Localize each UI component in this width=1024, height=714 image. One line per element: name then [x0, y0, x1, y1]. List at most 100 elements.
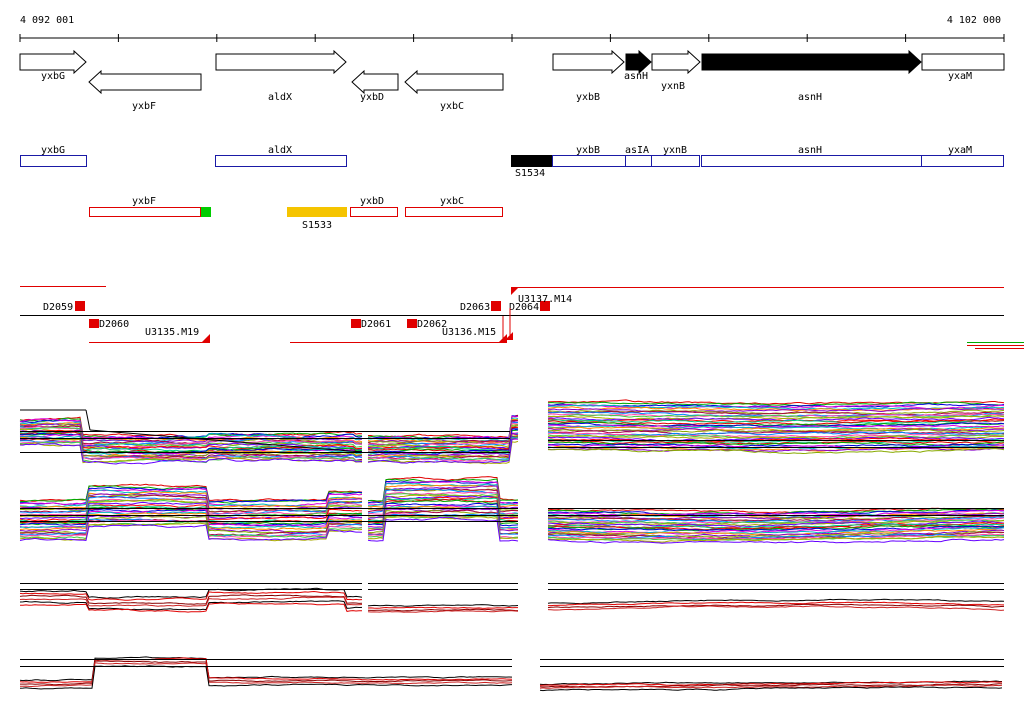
gene-asIA[interactable]: asnH [624, 49, 652, 82]
blue-box-label: asnH [798, 145, 822, 156]
profile-line [547, 414, 1005, 419]
tile-D2063[interactable]: D2063 [460, 301, 501, 313]
gene-label: asnH [624, 71, 648, 82]
profile-line [367, 509, 519, 535]
profile-line [368, 414, 519, 439]
profile-line [367, 438, 519, 464]
blue-box-label: yxaM [948, 145, 972, 156]
gene-yxaM[interactable]: yxaM [921, 53, 1005, 82]
gene-label: yxbB [576, 92, 600, 103]
profile-line [547, 430, 1005, 436]
profile-line [367, 516, 519, 542]
blue-annotation-track[interactable]: yxbG aldX S1534 yxbB asIA yxnB asnH yxa [20, 145, 1004, 179]
gene-yxnB[interactable]: yxnB [651, 49, 701, 92]
red-annotation-track[interactable]: yxbF S1533 yxbD yxbC [89, 196, 503, 231]
tile-D2062[interactable]: D2062 [407, 319, 447, 330]
red-box-yxbF[interactable]: yxbF [89, 196, 212, 217]
blue-box-aldX[interactable]: aldX [215, 145, 347, 167]
profile-line [85, 409, 91, 431]
blue-box-yxbG[interactable]: yxbG [20, 145, 87, 167]
transcript-U3136-M15[interactable]: U3136.M15 [290, 308, 513, 343]
tile-D2064[interactable]: D2064 [509, 301, 550, 313]
profile-line [19, 594, 363, 605]
profile-panel-1b [367, 414, 519, 465]
gene-aldX[interactable]: aldX [215, 49, 347, 103]
profile-line [367, 493, 519, 517]
profile-line [548, 516, 1005, 524]
black-feature-label: S1534 [515, 168, 545, 179]
profile-line [539, 686, 1003, 692]
profile-line [547, 422, 1005, 427]
gene-yxbB[interactable]: yxbB [552, 49, 625, 103]
gene-track[interactable]: yxbG yxbF aldX yxbD yxbC yxbB asnH yxnB [19, 49, 1005, 112]
profile-line [547, 407, 1005, 413]
tile-label: D2064 [509, 302, 539, 313]
profile-panel-1a [19, 416, 363, 465]
profile-line [367, 508, 518, 532]
gene-asnH[interactable]: asnH [701, 49, 922, 103]
transcript-label: U3137.M14 [518, 294, 572, 305]
blue-box-asnH[interactable]: asnH [701, 145, 922, 167]
gene-yxbD[interactable]: yxbD [351, 69, 399, 103]
profile-line [547, 413, 1005, 418]
profile-line [19, 426, 363, 448]
red-box-yxbC[interactable]: yxbC [405, 196, 503, 217]
yellow-feature-S1533[interactable]: S1533 [287, 207, 347, 231]
gene-label: yxaM [948, 71, 972, 82]
profile-line [367, 426, 519, 450]
profile-line [367, 487, 519, 513]
gene-yxbF[interactable]: yxbF [88, 69, 202, 112]
profile-panel-4a [19, 656, 513, 690]
tile-label: D2063 [460, 302, 490, 313]
profile-line [367, 435, 519, 461]
profile-line [367, 494, 518, 519]
profile-panel-1c [547, 399, 1005, 455]
blue-box-yxbB[interactable]: yxbB [552, 145, 626, 167]
profile-panel-3a [19, 587, 363, 613]
tile-D2059[interactable]: D2059 [43, 301, 85, 313]
profile-panel-2a [19, 483, 363, 542]
profile-line [19, 437, 362, 458]
profile-line [367, 498, 519, 524]
profile-line [367, 502, 519, 527]
profile-line [19, 519, 363, 538]
profile-line [367, 604, 519, 607]
profile-line [547, 525, 1005, 532]
profile-line [547, 418, 1005, 423]
profile-line [547, 603, 1005, 609]
tile-D2061[interactable]: D2061 [351, 319, 391, 330]
profile-line [19, 512, 363, 531]
profile-line [367, 419, 519, 445]
gene-label: yxbC [440, 101, 464, 112]
profile-panel-3c [547, 598, 1005, 611]
gene-yxbC[interactable]: yxbC [404, 69, 504, 112]
ruler-ticks [19, 34, 1005, 42]
profile-line [19, 511, 363, 530]
profile-line [19, 485, 363, 504]
tile-D2060[interactable]: D2060 [89, 319, 129, 330]
black-feature-S1534[interactable]: S1534 [511, 155, 552, 179]
blue-box-asIA[interactable]: asIA [625, 145, 652, 167]
profile-line [547, 598, 1005, 605]
transcript-label: U3135.M19 [145, 327, 199, 338]
profile-line [19, 596, 363, 607]
profile-line [19, 600, 363, 611]
profile-line [19, 424, 363, 447]
profile-line [367, 419, 519, 443]
red-box-label: yxbD [360, 196, 384, 207]
profile-line [367, 515, 519, 539]
transcript-U3137-M14[interactable]: U3137.M14 [511, 287, 572, 305]
transcript-U3135-M19[interactable]: U3135.M19 [89, 327, 210, 343]
profile-line [547, 419, 1005, 426]
profile-line [547, 432, 1005, 438]
green-marker [201, 207, 211, 217]
blue-box-yxnB[interactable]: yxnB [651, 145, 700, 167]
gene-yxbG[interactable]: yxbG [19, 49, 87, 82]
tile-label: D2061 [361, 319, 391, 330]
profile-line [367, 606, 518, 609]
red-box-yxbD[interactable]: yxbD [350, 196, 398, 217]
blue-box-yxaM[interactable]: yxaM [921, 145, 1004, 167]
profile-line [19, 602, 362, 613]
expression-profiles [19, 399, 1005, 692]
tiling-track[interactable]: D2059 D2063 D2064 D2060 D2061 D2062 U313… [20, 286, 1024, 349]
